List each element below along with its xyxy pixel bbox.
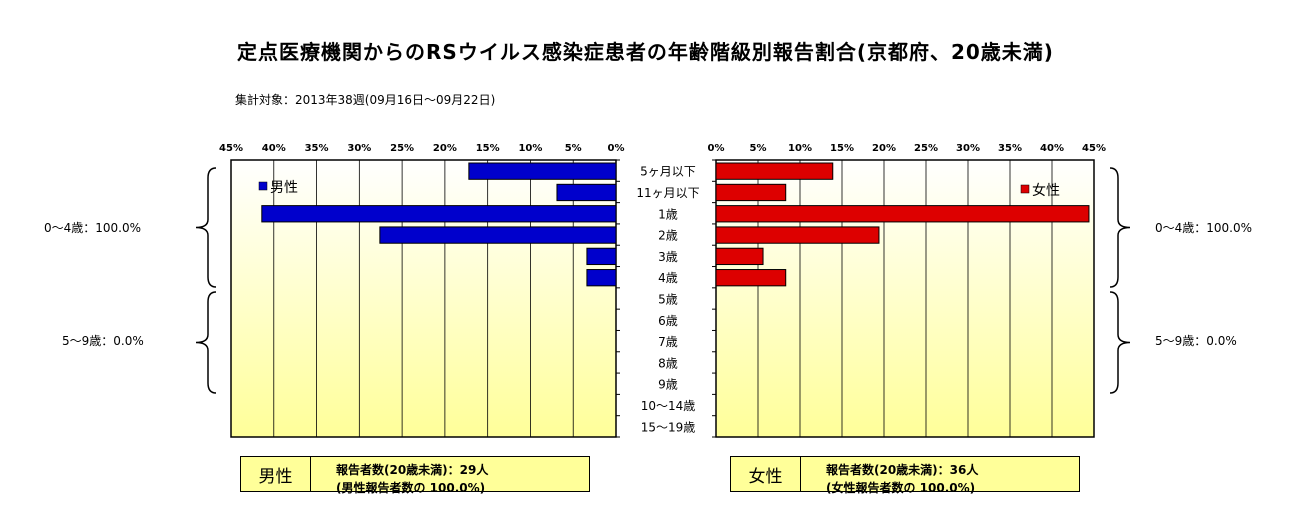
female-tick-label: 20% bbox=[872, 143, 896, 154]
female-bar bbox=[715, 205, 1090, 223]
female-bar bbox=[715, 183, 787, 202]
male-summary-line2: (男性報告者数の 100.0%) bbox=[336, 481, 486, 495]
female-group-label: 5〜9歳：0.0% bbox=[1155, 334, 1237, 348]
chart-title: 定点医療機関からのRSウイルス感染症患者の年齢階級別報告割合(京都府、20歳未満… bbox=[237, 40, 1054, 64]
female-summary-info: 報告者数(20歳未満)：36人 (女性報告者数の 100.0%) bbox=[826, 461, 978, 497]
male-plot-area bbox=[230, 159, 617, 438]
category-label: 2歳 bbox=[658, 229, 678, 243]
female-tick-label: 25% bbox=[914, 143, 938, 154]
category-label: 15〜19歳 bbox=[641, 420, 696, 434]
female-bar bbox=[715, 226, 880, 244]
female-brace-0-4 bbox=[1109, 167, 1131, 288]
female-bar bbox=[715, 162, 834, 180]
male-brace-5-9 bbox=[195, 291, 217, 394]
male-tick-label: 20% bbox=[433, 143, 457, 154]
male-tick-label: 40% bbox=[262, 143, 286, 154]
male-group-label: 0〜4歳：100.0% bbox=[44, 221, 141, 235]
female-group-label: 0〜4歳：100.0% bbox=[1155, 221, 1252, 235]
male-summary-box: 男性 報告者数(20歳未満)：29人 (男性報告者数の 100.0%) bbox=[240, 456, 590, 495]
female-tick-label: 10% bbox=[788, 143, 812, 154]
female-summary-line2: (女性報告者数の 100.0%) bbox=[826, 481, 976, 495]
male-summary-line1: 報告者数(20歳未満)：29人 bbox=[336, 463, 489, 477]
female-summary-sex: 女性 bbox=[731, 457, 801, 491]
category-label: 3歳 bbox=[658, 250, 678, 264]
female-legend-swatch bbox=[1020, 184, 1030, 194]
category-label: 6歳 bbox=[658, 314, 678, 328]
male-legend-label: 男性 bbox=[270, 180, 298, 196]
male-legend-swatch bbox=[258, 181, 268, 191]
female-tick-label: 45% bbox=[1082, 143, 1106, 154]
male-tick-label: 5% bbox=[565, 143, 582, 154]
category-label: 9歳 bbox=[658, 378, 678, 392]
category-label: 8歳 bbox=[658, 356, 678, 370]
female-summary-box: 女性 報告者数(20歳未満)：36人 (女性報告者数の 100.0%) bbox=[730, 456, 1080, 495]
category-label: 7歳 bbox=[658, 335, 678, 349]
male-summary-info: 報告者数(20歳未満)：29人 (男性報告者数の 100.0%) bbox=[336, 461, 488, 497]
male-bar bbox=[586, 269, 617, 287]
male-bar bbox=[261, 205, 617, 223]
male-brace-0-4 bbox=[195, 167, 217, 288]
male-tick-label: 0% bbox=[608, 143, 625, 154]
category-label: 5歳 bbox=[658, 293, 678, 307]
female-summary-line1: 報告者数(20歳未満)：36人 bbox=[826, 463, 979, 477]
male-tick-label: 25% bbox=[390, 143, 414, 154]
female-tick-label: 35% bbox=[998, 143, 1022, 154]
female-brace-5-9 bbox=[1109, 291, 1131, 394]
category-label: 4歳 bbox=[658, 271, 678, 285]
male-bar bbox=[468, 162, 617, 180]
male-summary-sex: 男性 bbox=[241, 457, 311, 491]
female-tick-label: 0% bbox=[708, 143, 725, 154]
female-tick-label: 15% bbox=[830, 143, 854, 154]
male-tick-label: 30% bbox=[347, 143, 371, 154]
female-legend-label: 女性 bbox=[1032, 182, 1060, 199]
female-tick-label: 30% bbox=[956, 143, 980, 154]
male-tick-label: 35% bbox=[305, 143, 329, 154]
male-bar bbox=[379, 226, 617, 244]
male-tick-label: 45% bbox=[219, 143, 243, 154]
category-label: 1歳 bbox=[658, 207, 678, 221]
female-tick-label: 40% bbox=[1040, 143, 1064, 154]
female-plot-area bbox=[715, 159, 1095, 438]
female-bar bbox=[715, 269, 787, 287]
category-label: 5ヶ月以下 bbox=[640, 165, 696, 179]
male-group-label: 5〜9歳：0.0% bbox=[62, 334, 144, 348]
male-tick-label: 15% bbox=[476, 143, 500, 154]
female-tick-label: 5% bbox=[750, 143, 767, 154]
female-bar bbox=[715, 247, 764, 266]
category-label: 10〜14歳 bbox=[641, 399, 696, 413]
male-tick-label: 10% bbox=[518, 143, 542, 154]
chart-subtitle: 集計対象：2013年38週(09月16日〜09月22日) bbox=[235, 93, 496, 107]
male-bar bbox=[556, 183, 617, 202]
male-bar bbox=[586, 247, 617, 266]
category-label: 11ヶ月以下 bbox=[636, 186, 699, 200]
